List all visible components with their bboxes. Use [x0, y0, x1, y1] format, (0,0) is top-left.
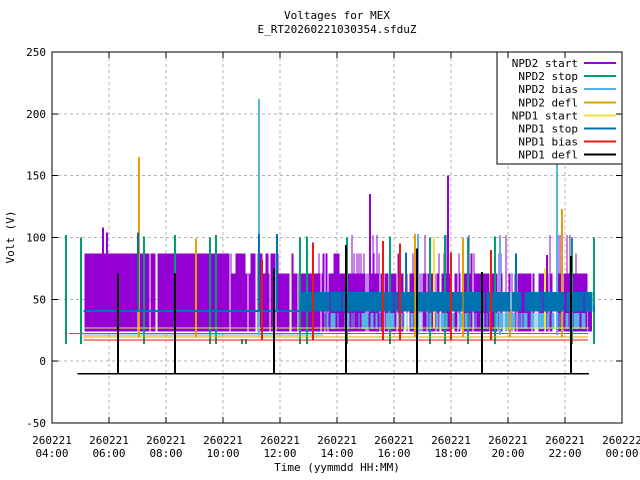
- x-tick-label-time: 04:00: [35, 447, 68, 460]
- x-tick-label-date: 260221: [488, 434, 528, 447]
- y-tick-label: 150: [26, 170, 46, 183]
- legend-entry-label: NPD1 bias: [518, 136, 578, 149]
- x-tick-label-time: 14:00: [320, 447, 353, 460]
- x-tick-label-time: 20:00: [491, 447, 524, 460]
- y-tick-label: 100: [26, 232, 46, 245]
- legend-entry-label: NPD1 defl: [518, 149, 578, 162]
- legend-entry-label: NPD1 stop: [518, 123, 578, 136]
- y-tick-label: -50: [26, 417, 46, 430]
- x-tick-label-time: 10:00: [206, 447, 239, 460]
- legend-entry-label: NPD2 defl: [518, 96, 578, 109]
- series-npd1-defl: [77, 244, 590, 375]
- chart-subtitle: E_RT20260221030354.sfduZ: [258, 23, 417, 36]
- x-tick-label-time: 06:00: [92, 447, 125, 460]
- series-npd2-stop: [65, 235, 595, 344]
- y-tick-label: 0: [39, 355, 46, 368]
- x-tick-label-date: 260221: [431, 434, 471, 447]
- x-tick-label-date: 260221: [89, 434, 129, 447]
- series-npd1-stop: [83, 232, 595, 313]
- legend-entry-label: NPD2 start: [512, 57, 578, 70]
- legend-entry-label: NPD2 bias: [518, 83, 578, 96]
- x-tick-label-time: 00:00: [605, 447, 638, 460]
- chart-title: Voltages for MEX: [284, 9, 390, 22]
- legend-entry-label: NPD2 stop: [518, 70, 578, 83]
- x-tick-label-date: 260221: [374, 434, 414, 447]
- x-tick-label-date: 260221: [146, 434, 186, 447]
- legend-entry-label: NPD1 start: [512, 109, 578, 122]
- x-axis-label: Time (yymmdd HH:MM): [274, 461, 400, 474]
- y-axis-label: Volt (V): [4, 211, 17, 264]
- x-tick-label-date: 260221: [32, 434, 72, 447]
- y-tick-label: 250: [26, 46, 46, 59]
- x-tick-label-time: 22:00: [548, 447, 581, 460]
- legend-box: [496, 51, 623, 165]
- series-layer: [65, 98, 595, 375]
- x-tick-label-time: 12:00: [263, 447, 296, 460]
- x-tick-label-time: 08:00: [149, 447, 182, 460]
- x-tick-label-date: 260222: [602, 434, 640, 447]
- y-tick-label: 50: [33, 293, 46, 306]
- y-tick-label: 200: [26, 108, 46, 121]
- tick-labels: 250200150100500-5026022104:0026022106:00…: [26, 46, 640, 460]
- axes-layer: [51, 51, 623, 424]
- x-tick-label-time: 16:00: [377, 447, 410, 460]
- series-npd1-bias: [83, 241, 588, 341]
- x-tick-label-date: 260221: [203, 434, 243, 447]
- x-tick-label-date: 260221: [260, 434, 300, 447]
- x-tick-label-date: 260221: [317, 434, 357, 447]
- x-tick-label-time: 18:00: [434, 447, 467, 460]
- x-tick-label-date: 260221: [545, 434, 585, 447]
